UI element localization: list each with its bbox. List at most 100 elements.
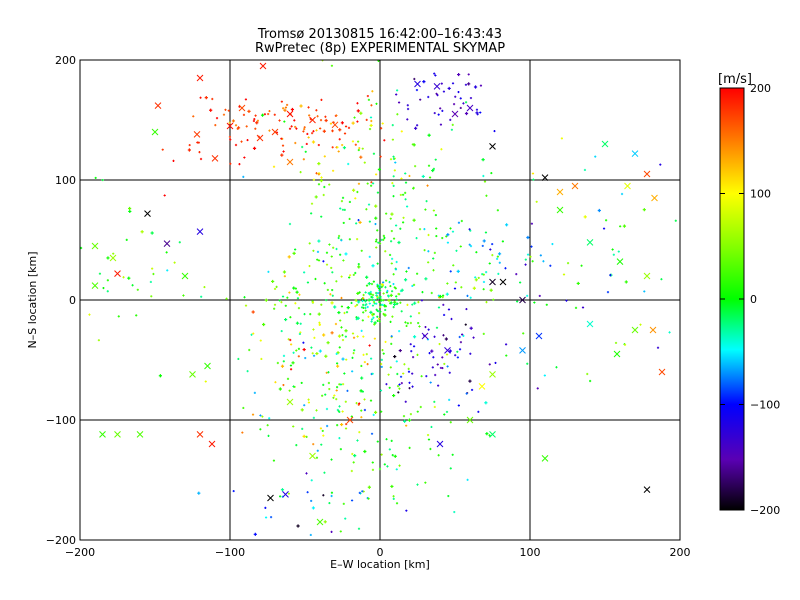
data-point: [229, 138, 232, 141]
data-cross: [643, 486, 651, 493]
data-point: [284, 317, 288, 322]
data-point: [470, 388, 474, 392]
data-point: [340, 305, 344, 308]
data-point: [324, 115, 327, 118]
data-point: [418, 228, 422, 231]
data-cross: [586, 239, 594, 246]
data-point: [348, 238, 351, 241]
data-point: [384, 305, 388, 308]
data-point: [382, 352, 385, 355]
data-point: [388, 281, 391, 284]
data-point: [140, 230, 144, 234]
data-point: [234, 143, 238, 147]
data-point: [358, 147, 361, 150]
data-point: [337, 150, 340, 153]
data-point: [404, 321, 407, 324]
data-point: [301, 427, 304, 431]
data-point: [368, 344, 371, 347]
data-point: [383, 236, 386, 239]
data-point: [350, 415, 353, 418]
data-point: [310, 499, 313, 503]
data-point: [427, 328, 430, 331]
data-point: [481, 244, 484, 248]
data-point: [393, 169, 396, 172]
data-point: [432, 209, 435, 212]
data-point: [376, 309, 379, 313]
data-point: [398, 383, 401, 386]
data-point: [416, 483, 419, 486]
data-point: [337, 334, 342, 338]
data-point: [252, 332, 255, 335]
data-point: [295, 321, 300, 325]
data-point: [178, 241, 181, 244]
data-point: [365, 353, 368, 356]
data-point: [328, 501, 331, 505]
data-point: [367, 282, 371, 286]
data-point: [263, 113, 267, 116]
data-point: [357, 527, 361, 530]
data-point: [317, 239, 321, 243]
data-point: [243, 156, 246, 159]
data-point: [497, 252, 502, 256]
data-point: [392, 273, 395, 276]
data-point: [320, 443, 323, 446]
data-point: [411, 372, 414, 375]
data-cross: [466, 104, 474, 112]
data-point: [351, 452, 354, 456]
data-point: [319, 127, 322, 130]
data-point: [339, 383, 343, 386]
data-point: [408, 174, 411, 178]
data-point: [532, 178, 535, 181]
data-point: [442, 90, 446, 93]
data-point: [299, 322, 302, 325]
data-point: [526, 253, 530, 256]
x-tick-label: −200: [65, 546, 95, 559]
data-point: [182, 294, 185, 297]
data-point: [306, 132, 309, 136]
data-point: [469, 296, 472, 299]
data-point: [264, 516, 268, 519]
data-point: [330, 64, 334, 67]
data-cross: [267, 494, 274, 502]
data-point: [242, 113, 246, 116]
data-point: [389, 284, 392, 288]
data-point: [451, 230, 455, 233]
data-point: [330, 301, 334, 305]
data-cross: [499, 278, 507, 286]
data-cross: [541, 174, 549, 181]
data-point: [447, 86, 451, 91]
data-point: [271, 279, 275, 284]
data-point: [294, 125, 297, 129]
data-point: [292, 286, 296, 290]
data-point: [427, 250, 430, 253]
data-point: [362, 353, 365, 356]
data-point: [449, 118, 452, 122]
data-point: [404, 400, 407, 403]
data-point: [297, 307, 301, 310]
data-point: [355, 222, 358, 225]
data-point: [197, 141, 200, 144]
data-point: [362, 297, 365, 300]
data-point: [382, 299, 385, 302]
data-point: [391, 257, 394, 260]
data-point: [94, 176, 97, 180]
data-point: [469, 96, 473, 100]
data-point: [464, 323, 467, 326]
data-point: [391, 124, 394, 127]
data-cross: [556, 188, 564, 196]
data-cross: [613, 350, 621, 358]
data-point: [318, 321, 321, 324]
data-point: [562, 273, 566, 276]
data-point: [363, 398, 366, 401]
data-point: [344, 252, 348, 256]
data-point: [367, 98, 371, 101]
data-point: [433, 251, 436, 254]
data-point: [491, 254, 494, 257]
data-cross: [444, 347, 451, 354]
data-point: [391, 454, 394, 457]
data-point: [305, 472, 308, 475]
data-cross: [144, 210, 151, 217]
data-point: [310, 346, 313, 349]
data-point: [535, 200, 538, 203]
data-point: [456, 356, 459, 359]
